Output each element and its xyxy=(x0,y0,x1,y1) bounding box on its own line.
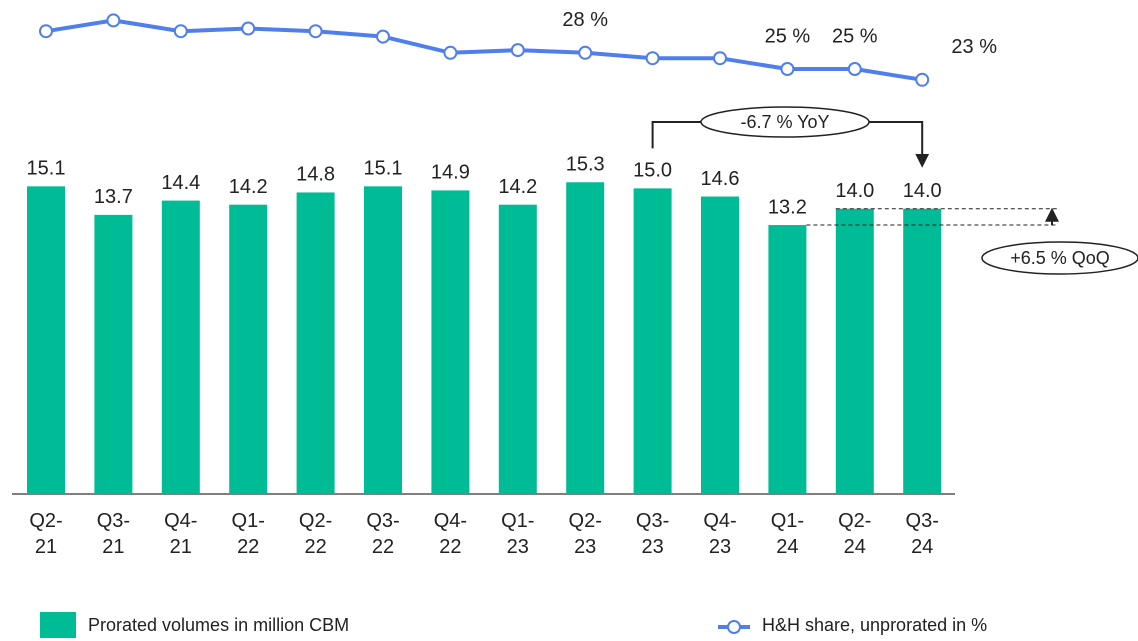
line-marker xyxy=(510,43,525,58)
x-tick-label: Q1- 24 xyxy=(770,510,805,558)
bar-label: 15.1 xyxy=(364,158,403,180)
bar xyxy=(364,186,402,494)
bar-label: 14.4 xyxy=(161,172,200,194)
x-tick-label: Q3- 21 xyxy=(96,510,131,558)
legend-label: Prorated volumes in million CBM xyxy=(88,615,350,635)
line xyxy=(45,18,923,82)
bar xyxy=(498,204,537,495)
bar-label: 14.0 xyxy=(903,180,942,202)
bar xyxy=(903,208,942,494)
bar-label: 14.2 xyxy=(229,176,268,198)
x-tick-label: Q4- 23 xyxy=(703,510,737,558)
line-marker xyxy=(713,51,727,66)
legend-swatch xyxy=(40,612,76,638)
bar xyxy=(835,208,874,494)
line-marker xyxy=(443,45,458,60)
bar-label: 15.1 xyxy=(27,158,66,180)
qoq-annotation: +6.5 % QoQ xyxy=(1010,248,1110,268)
line-label: 25 % xyxy=(832,25,878,47)
line-marker xyxy=(847,62,862,76)
x-tick-label: Q3- 24 xyxy=(905,510,939,558)
line-marker xyxy=(376,29,390,44)
bar-label: 14.2 xyxy=(498,176,537,198)
bar xyxy=(229,204,268,495)
bar xyxy=(431,190,470,494)
line-label: 28 % xyxy=(562,9,608,31)
x-tick-label: Q3- 23 xyxy=(635,510,670,558)
bar-label: 15.3 xyxy=(566,154,605,176)
bar-label: 14.0 xyxy=(835,180,874,202)
x-tick-label: Q4- 21 xyxy=(164,510,198,558)
bar xyxy=(94,214,133,495)
bar xyxy=(768,225,807,495)
x-tick-label: Q2- 21 xyxy=(29,510,63,558)
x-tick-label: Q1- 23 xyxy=(501,510,535,558)
bar-label: 13.7 xyxy=(94,186,133,208)
bar xyxy=(161,200,200,494)
legend-label: H&H share, unprorated in % xyxy=(762,615,988,635)
bar xyxy=(566,182,605,494)
bar xyxy=(27,186,65,494)
line-marker xyxy=(578,45,593,60)
line-marker xyxy=(308,24,323,39)
line-marker xyxy=(780,62,795,76)
x-tick-label: Q2- 24 xyxy=(838,510,872,558)
bar-label: 14.8 xyxy=(296,164,335,186)
x-tick-label: Q2- 23 xyxy=(568,510,602,558)
line-marker xyxy=(106,13,121,28)
line-marker xyxy=(241,21,256,36)
qoq-oval xyxy=(981,241,1138,275)
line-marker xyxy=(173,24,188,39)
line-label: 23 % xyxy=(951,36,997,58)
line-marker xyxy=(645,51,660,66)
bar xyxy=(296,192,335,494)
yoy-annotation: -6.7 % YoY xyxy=(740,112,829,132)
x-tick-label: Q1- 22 xyxy=(231,510,265,558)
legend-marker xyxy=(727,620,741,634)
x-tick-label: Q4- 22 xyxy=(433,510,468,558)
bar xyxy=(701,196,739,494)
bar xyxy=(633,188,672,494)
bar-label: 13.2 xyxy=(768,196,807,218)
line-marker xyxy=(915,72,930,87)
bar-label: 14.6 xyxy=(701,168,740,190)
x-tick-label: Q2- 22 xyxy=(298,510,333,558)
bar-label: 14.9 xyxy=(431,162,470,184)
yoy-oval xyxy=(700,106,870,138)
bar-label: 15.0 xyxy=(633,160,672,182)
line-label: 25 % xyxy=(765,25,811,47)
x-tick-label: Q3- 22 xyxy=(366,510,400,558)
line-marker xyxy=(39,24,53,39)
